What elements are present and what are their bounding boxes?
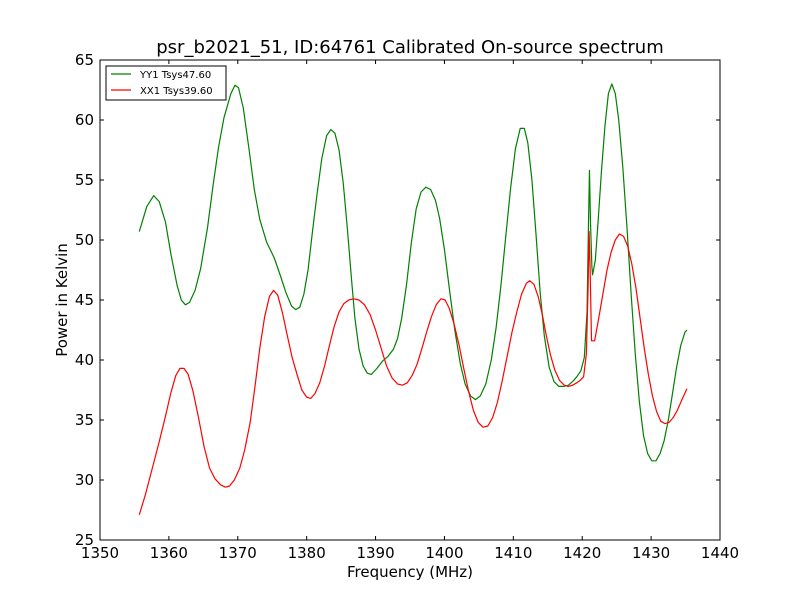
y-tick-label: 65 xyxy=(75,51,94,69)
x-tick-label: 1360 xyxy=(150,544,188,562)
x-tick-label: 1380 xyxy=(288,544,326,562)
series-layer xyxy=(138,83,688,515)
plot-area xyxy=(100,60,720,540)
x-tick-label: 1420 xyxy=(563,544,601,562)
y-tick-label: 55 xyxy=(75,171,94,189)
y-tick-label: 30 xyxy=(75,471,94,489)
y-tick-label: 45 xyxy=(75,291,94,309)
x-tick-label: 1390 xyxy=(356,544,394,562)
y-tick-label: 60 xyxy=(75,111,94,129)
y-tick-label: 50 xyxy=(75,231,94,249)
legend-box xyxy=(105,65,227,101)
chart-title: psr_b2021_51, ID:64761 Calibrated On-sou… xyxy=(156,37,663,58)
x-tick-label: 1430 xyxy=(632,544,670,562)
legend-label-2: XX1 Tsys39.60 xyxy=(140,86,213,97)
plot-background xyxy=(100,60,720,540)
x-axis-label: Frequency (MHz) xyxy=(347,563,473,581)
series-line-2 xyxy=(138,231,688,515)
legend-label-1: YY1 Tsys47.60 xyxy=(139,70,211,81)
x-tick-label: 1370 xyxy=(219,544,257,562)
x-tick-label: 1410 xyxy=(494,544,532,562)
y-tick-label: 35 xyxy=(75,411,94,429)
x-tick-label: 1440 xyxy=(701,544,739,562)
axes-layer: 1350 1360 1370 1380 1390 1400 1410 1420 1430 1440… xyxy=(75,51,739,562)
y-tick-label: 40 xyxy=(75,351,94,369)
x-tick-label: 1400 xyxy=(425,544,463,562)
series-line-1 xyxy=(138,83,688,462)
legend: YY1 Tsys47.60 XX1 Tsys39.60 xyxy=(105,65,227,101)
y-axis-label: Power in Kelvin xyxy=(53,243,71,357)
x-tick-label: 1350 xyxy=(81,544,119,562)
y-tick-label: 25 xyxy=(75,531,94,549)
